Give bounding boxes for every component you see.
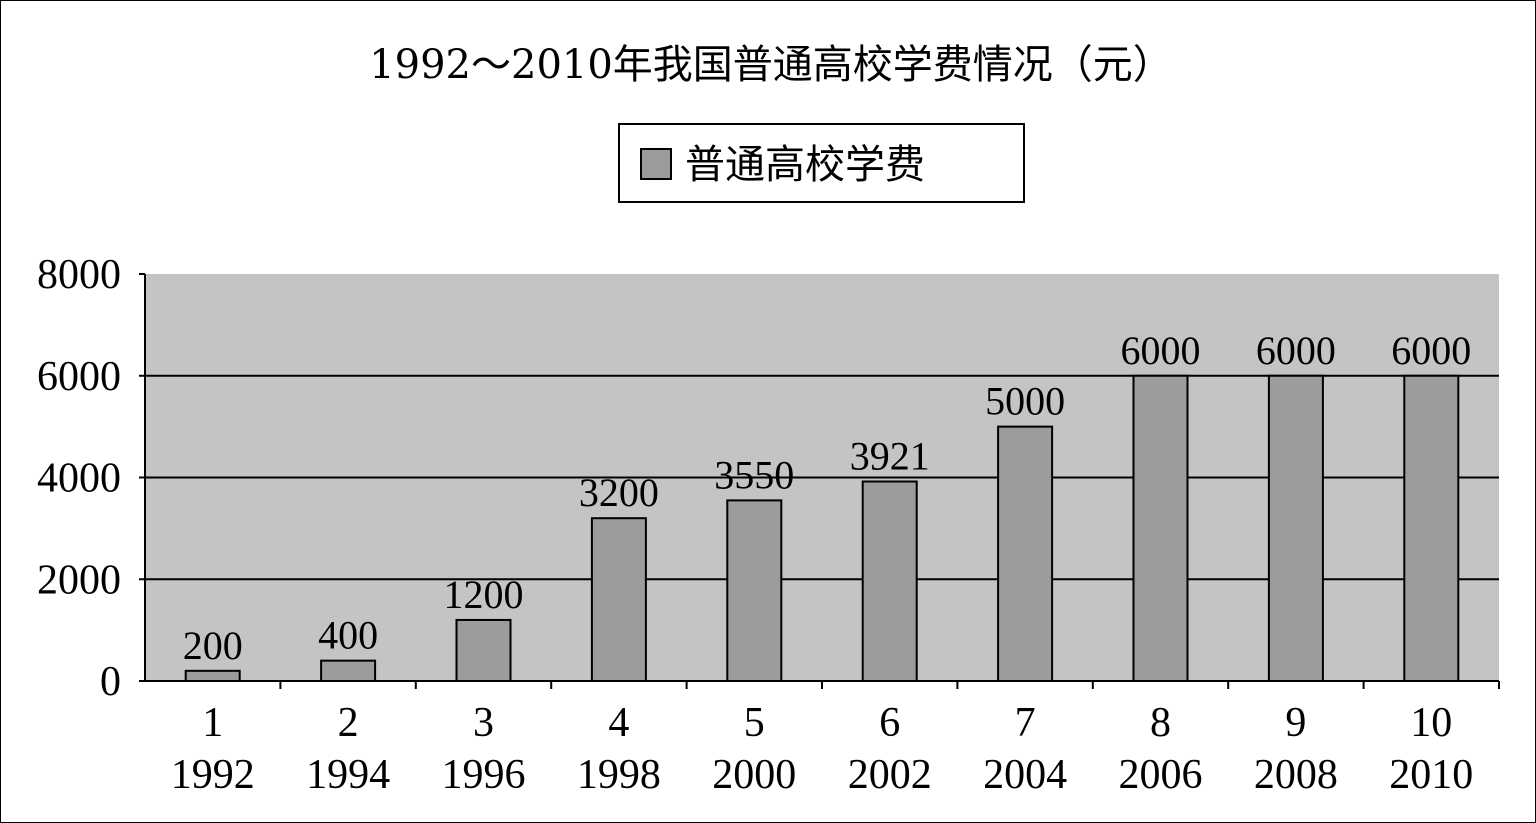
legend-label: 普通高校学费 (685, 142, 925, 188)
data-label: 3200 (579, 470, 659, 515)
y-tick-label: 2000 (37, 557, 121, 603)
y-tick-label: 6000 (37, 354, 121, 400)
data-label: 6000 (1391, 328, 1471, 373)
data-label: 6000 (1121, 328, 1201, 373)
bar (726, 499, 783, 682)
data-label: 200 (183, 623, 243, 668)
x-category-label: 2002 (848, 752, 932, 798)
x-category-index: 5 (744, 700, 765, 746)
x-category-label: 1994 (306, 752, 390, 798)
data-label: 5000 (985, 379, 1065, 424)
x-category-label: 1992 (171, 752, 255, 798)
x-category-index: 9 (1285, 700, 1306, 746)
x-category-index: 1 (202, 700, 223, 746)
bar (997, 425, 1054, 682)
data-label: 3921 (850, 434, 930, 479)
bar (590, 517, 647, 683)
x-category-label: 2004 (983, 752, 1067, 798)
x-category-index: 4 (608, 700, 629, 746)
bar (455, 618, 512, 683)
bar (1267, 374, 1324, 682)
legend-swatch (640, 148, 672, 180)
legend: 普通高校学费 (618, 123, 1025, 203)
y-tick-label: 8000 (37, 252, 121, 298)
x-category-index: 6 (879, 700, 900, 746)
legend-box (618, 123, 1025, 203)
y-tick-label: 4000 (37, 456, 121, 502)
x-category-index: 10 (1410, 700, 1452, 746)
x-category-index: 8 (1150, 700, 1171, 746)
data-label: 6000 (1256, 328, 1336, 373)
x-category-label: 2000 (712, 752, 796, 798)
x-category-index: 2 (338, 700, 359, 746)
x-category-label: 2008 (1254, 752, 1338, 798)
bar (861, 480, 918, 683)
bar (320, 659, 377, 683)
x-category-label: 1996 (442, 752, 526, 798)
data-label: 1200 (444, 572, 524, 617)
bar (1132, 374, 1189, 682)
y-tick-label: 0 (100, 659, 121, 705)
chart-title: 1992～2010年我国普通高校学费情况（元） (369, 42, 1173, 88)
data-label: 400 (318, 613, 378, 658)
bar (184, 669, 241, 683)
x-category-index: 3 (473, 700, 494, 746)
bar (1403, 374, 1460, 682)
x-category-label: 2010 (1389, 752, 1473, 798)
x-category-label: 1998 (577, 752, 661, 798)
data-label: 3550 (714, 452, 794, 497)
x-category-label: 2006 (1119, 752, 1203, 798)
x-category-index: 7 (1015, 700, 1036, 746)
plot-area: 0 2000 4000 6000 8000 200 1 1992 400 2 1994 1200 3 19… (37, 252, 1500, 798)
